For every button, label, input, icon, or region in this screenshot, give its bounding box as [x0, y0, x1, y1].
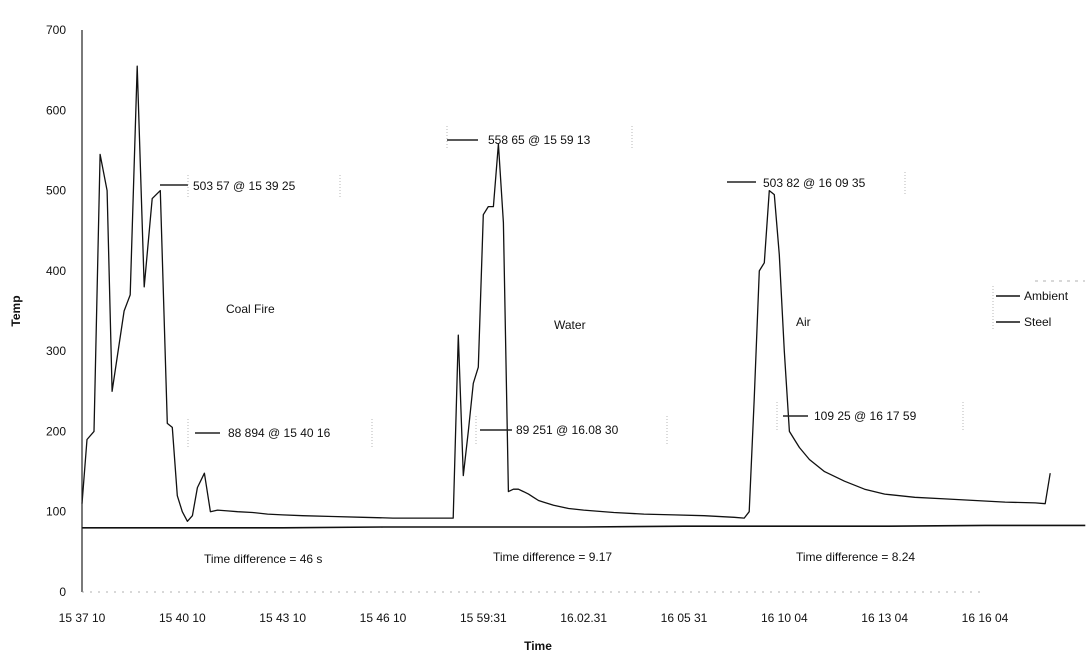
series-line-steel	[81, 65, 1051, 522]
y-tick-label: 200	[46, 424, 66, 438]
annotation-text: 503 82 @ 16 09 35	[763, 176, 866, 190]
y-axis-title: Temp	[9, 295, 23, 326]
x-tick-label: 15 59:31	[460, 611, 507, 625]
phase-label-air: Air	[796, 315, 811, 329]
time-difference-2: Time difference = 9.17	[493, 550, 612, 564]
legend-label-steel: Steel	[1024, 315, 1051, 329]
annotation-trough-2: 89 251 @ 16.08 30	[475, 416, 668, 446]
time-difference-1: Time difference = 46 s	[204, 552, 322, 566]
series-line-ambient	[82, 524, 1086, 529]
x-tick-label: 15 37 10	[59, 611, 106, 625]
x-tick-label: 16 05 31	[661, 611, 708, 625]
time-difference-3: Time difference = 8.24	[796, 550, 915, 564]
y-tick-label: 400	[46, 264, 66, 278]
annotation-text: 503 57 @ 15 39 25	[193, 179, 296, 193]
legend-label-ambient: Ambient	[1024, 289, 1069, 303]
x-tick-label: 16.02.31	[560, 611, 607, 625]
y-tick-label: 700	[46, 23, 66, 37]
x-tick-label: 15 46 10	[360, 611, 407, 625]
annotation-trough-3: 109 25 @ 16 17 59	[776, 402, 964, 432]
annotation-text: 109 25 @ 16 17 59	[814, 409, 917, 423]
annotation-peak-2: 558 65 @ 15 59 13	[446, 126, 633, 150]
annotation-peak-3: 503 82 @ 16 09 35	[727, 172, 906, 195]
x-axis-title: Time	[524, 639, 552, 653]
x-tick-label: 16 16 04	[962, 611, 1009, 625]
y-tick-label: 300	[46, 344, 66, 358]
y-tick-label: 0	[59, 585, 66, 599]
y-tick-label: 100	[46, 505, 66, 519]
annotation-peak-1: 503 57 @ 15 39 25	[160, 175, 341, 197]
x-tick-label: 15 43 10	[259, 611, 306, 625]
annotation-text: 558 65 @ 15 59 13	[488, 133, 591, 147]
y-tick-label: 600	[46, 103, 66, 117]
phase-label-coal-fire: Coal Fire	[226, 302, 275, 316]
legend: Ambient Steel	[992, 280, 1085, 330]
annotation-text: 89 251 @ 16.08 30	[516, 423, 619, 437]
x-tick-label: 16 13 04	[861, 611, 908, 625]
annotation-trough-1: 88 894 @ 15 40 16	[187, 419, 373, 448]
annotation-text: 88 894 @ 15 40 16	[228, 426, 331, 440]
x-tick-label: 15 40 10	[159, 611, 206, 625]
phase-label-water: Water	[554, 318, 586, 332]
y-tick-label: 500	[46, 184, 66, 198]
x-tick-label: 16 10 04	[761, 611, 808, 625]
